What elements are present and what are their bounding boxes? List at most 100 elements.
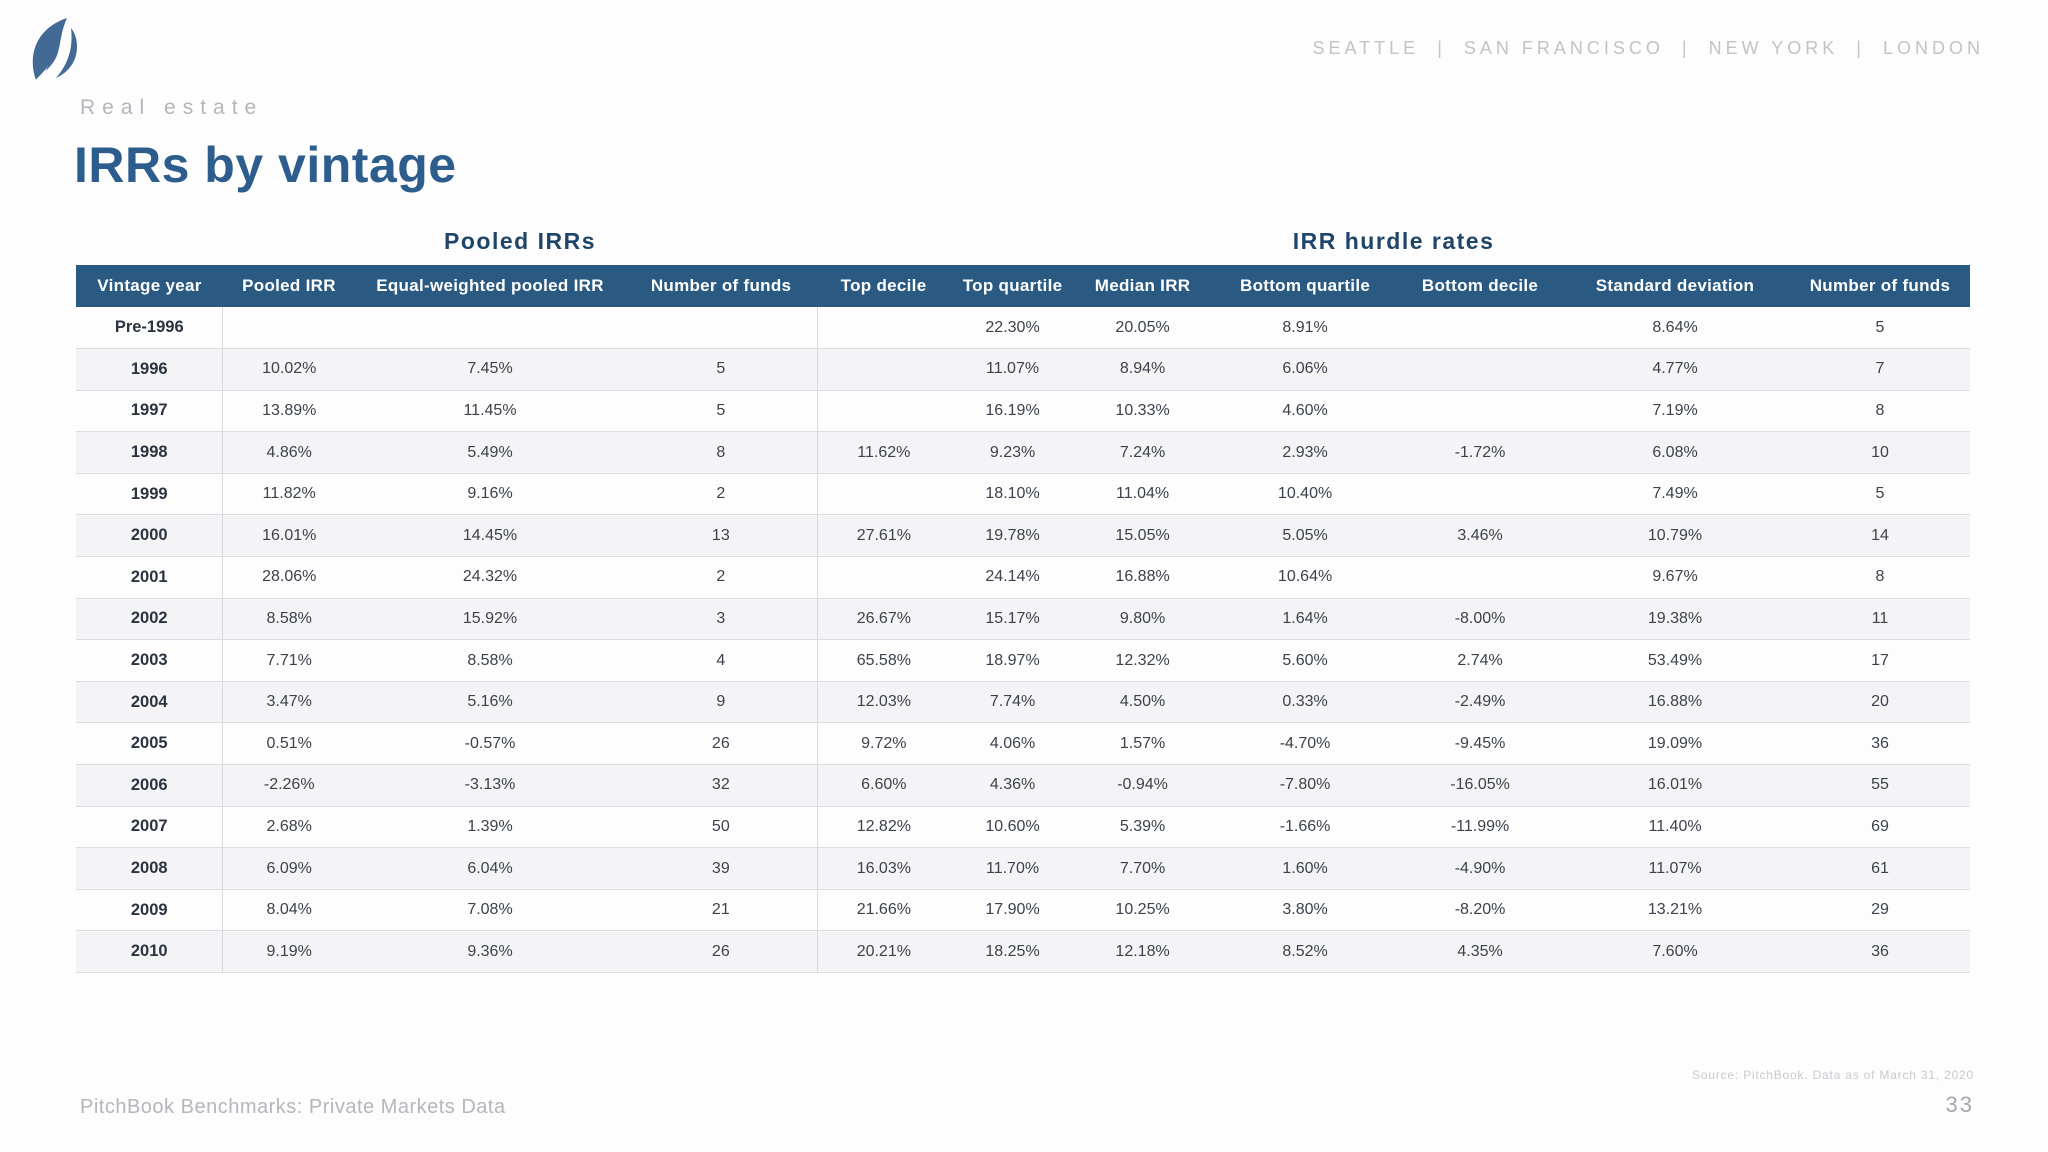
value-cell: 13.21% <box>1560 889 1790 932</box>
value-cell: 15.17% <box>950 598 1076 641</box>
value-cell: 21 <box>625 889 818 932</box>
value-cell: 9.23% <box>950 431 1076 474</box>
table-row: 1996 10.02% 7.45% 5 11.07% 8.94% 6.06% 4.77% 7 <box>76 348 1970 391</box>
value-cell: 50 <box>625 806 818 849</box>
value-cell: 6.09% <box>222 847 355 890</box>
table-row: 2007 2.68% 1.39% 50 12.82% 10.60% 5.39% -1.66% -… <box>76 806 1970 849</box>
value-cell: 8 <box>625 431 818 474</box>
value-cell <box>1400 556 1561 599</box>
value-cell <box>816 556 951 599</box>
value-cell: 4.06% <box>950 722 1076 766</box>
value-cell: 13 <box>625 514 818 558</box>
group-header-hurdle: IRR hurdle rates <box>1292 228 1495 254</box>
value-cell: 26.67% <box>816 598 951 641</box>
value-cell: 11.82% <box>222 473 355 516</box>
value-cell <box>1400 307 1561 350</box>
table-row: 2003 7.71% 8.58% 4 65.58% 18.97% 12.32% 5.60% 2.… <box>76 639 1970 682</box>
table-row: 1999 11.82% 9.16% 2 18.10% 11.04% 10.40% 7.49% 5 <box>76 473 1970 516</box>
column-header: Bottom decile <box>1400 265 1561 307</box>
value-cell: -9.45% <box>1400 722 1561 766</box>
vintage-year-cell: 2000 <box>76 514 223 558</box>
value-cell: 7.19% <box>1560 390 1790 433</box>
vintage-year-cell: 2004 <box>76 681 223 724</box>
value-cell: 12.18% <box>1075 930 1211 973</box>
city: NEW YORK <box>1708 38 1839 58</box>
value-cell: 1.39% <box>354 806 626 849</box>
value-cell: -11.99% <box>1400 806 1561 849</box>
value-cell: 3.46% <box>1400 514 1561 558</box>
vintage-year-cell: 2002 <box>76 598 223 641</box>
value-cell: 8 <box>1789 556 1970 599</box>
group-header-spacer <box>76 220 223 265</box>
vintage-year-cell: 2005 <box>76 722 223 766</box>
value-cell <box>1400 390 1561 433</box>
value-cell: 5.16% <box>354 681 626 724</box>
value-cell: 0.33% <box>1210 681 1401 724</box>
column-header: Number of funds <box>625 265 818 307</box>
value-cell: 9 <box>625 681 818 724</box>
value-cell: 21.66% <box>816 889 951 932</box>
value-cell: 7.08% <box>354 889 626 932</box>
value-cell: 9.16% <box>354 473 626 516</box>
irr-table: Pooled IRRs IRR hurdle rates Vintage yea… <box>76 220 1970 973</box>
value-cell: 15.05% <box>1075 514 1211 558</box>
value-cell: 8.91% <box>1210 307 1401 350</box>
value-cell <box>1400 473 1561 516</box>
value-cell: 0.51% <box>222 722 355 766</box>
value-cell: 19.38% <box>1560 598 1790 641</box>
value-cell: 26 <box>625 930 818 973</box>
value-cell: 19.09% <box>1560 722 1790 766</box>
value-cell: 8.94% <box>1075 348 1211 391</box>
column-header: Median IRR <box>1075 265 1211 307</box>
table-row: 2010 9.19% 9.36% 26 20.21% 18.25% 12.18% 8.52% 4… <box>76 930 1970 973</box>
value-cell: 7.45% <box>354 348 626 391</box>
value-cell: 10.02% <box>222 348 355 391</box>
table-row: 2001 28.06% 24.32% 2 24.14% 16.88% 10.64% 9.67%… <box>76 556 1970 599</box>
vintage-year-cell: 2010 <box>76 930 223 973</box>
value-cell: 11.04% <box>1075 473 1211 516</box>
value-cell: 12.32% <box>1075 639 1211 682</box>
value-cell: 13.89% <box>222 390 355 433</box>
value-cell: 14.45% <box>354 514 626 558</box>
value-cell: 9.72% <box>816 722 951 766</box>
value-cell: 5 <box>1789 307 1970 350</box>
value-cell: 7.71% <box>222 639 355 682</box>
value-cell: 9.19% <box>222 930 355 973</box>
value-cell: 14 <box>1789 514 1970 558</box>
irr-table-container: Pooled IRRs IRR hurdle rates Vintage yea… <box>76 220 1970 973</box>
value-cell: 16.19% <box>950 390 1076 433</box>
value-cell: -8.20% <box>1400 889 1561 932</box>
value-cell: 8.58% <box>222 598 355 641</box>
value-cell <box>816 473 951 516</box>
value-cell: 1.60% <box>1210 847 1401 890</box>
value-cell: 18.97% <box>950 639 1076 682</box>
vintage-year-cell: 2001 <box>76 556 223 599</box>
vintage-year-cell: 1997 <box>76 390 223 433</box>
value-cell: 6.06% <box>1210 348 1401 391</box>
value-cell: 4.35% <box>1400 930 1561 973</box>
value-cell: 8 <box>1789 390 1970 433</box>
value-cell: 10.60% <box>950 806 1076 849</box>
column-header: Pooled IRR <box>222 265 355 307</box>
value-cell <box>816 307 951 350</box>
value-cell: 16.03% <box>816 847 951 890</box>
city: LONDON <box>1882 38 1984 58</box>
value-cell: 69 <box>1789 806 1970 849</box>
value-cell: 9.80% <box>1075 598 1211 641</box>
group-header-pooled: Pooled IRRs <box>444 228 597 254</box>
value-cell: 4.50% <box>1075 681 1211 724</box>
value-cell: 10.79% <box>1560 514 1790 558</box>
pitchbook-logo-icon <box>32 18 77 84</box>
value-cell: 11.07% <box>950 348 1076 391</box>
table-row: 2009 8.04% 7.08% 21 21.66% 17.90% 10.25% 3.80% -… <box>76 889 1970 932</box>
column-header: Equal-weighted pooled IRR <box>354 265 626 307</box>
value-cell: 22.30% <box>950 307 1076 350</box>
value-cell: 4.60% <box>1210 390 1401 433</box>
value-cell: 8.52% <box>1210 930 1401 973</box>
city-separator: | <box>1437 38 1446 58</box>
city: SAN FRANCISCO <box>1463 38 1664 58</box>
value-cell: -1.66% <box>1210 806 1401 849</box>
column-header: Number of funds <box>1789 265 1970 307</box>
column-header: Standard deviation <box>1560 265 1790 307</box>
value-cell: 7.74% <box>950 681 1076 724</box>
